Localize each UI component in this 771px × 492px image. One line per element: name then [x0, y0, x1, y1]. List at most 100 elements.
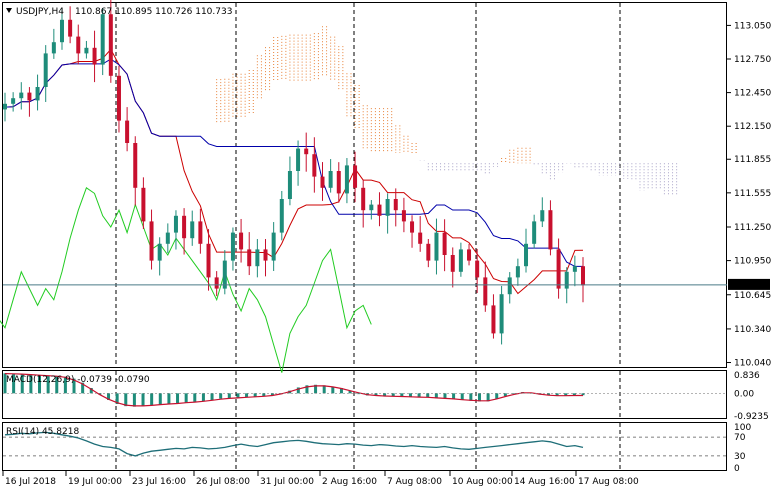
macd-bar: [400, 393, 404, 397]
candle-body: [564, 271, 569, 289]
macd-bar: [245, 393, 249, 398]
macd-bar: [348, 390, 352, 394]
candle-body: [483, 277, 488, 306]
price-tick-label: 111.250: [734, 223, 771, 233]
collapse-triangle-icon[interactable]: [6, 8, 12, 13]
candle-body: [11, 98, 16, 104]
candle-body: [255, 249, 260, 267]
rsi-label: RSI(14) 45.8218: [6, 427, 79, 437]
time-tick-label: 7 Aug 08:00: [387, 477, 442, 487]
macd-bar: [236, 393, 240, 398]
macd-bar: [124, 393, 128, 407]
time-tick-label: 26 Jul 08:00: [196, 477, 250, 487]
ichimoku-cloud: [216, 26, 678, 196]
candle-body: [442, 232, 447, 255]
macd-bar: [107, 393, 111, 401]
rsi-tick-label: 100: [734, 423, 751, 433]
macd-bar: [210, 393, 214, 401]
macd-bar: [219, 393, 223, 399]
candle-body: [125, 120, 130, 143]
macd-bar: [417, 393, 421, 398]
rsi-pane-frame: [2, 422, 727, 471]
macd-bar: [339, 387, 343, 394]
rsi-line: [4, 431, 584, 457]
macd-bar: [262, 393, 266, 397]
candle-body: [434, 232, 439, 261]
candle-body: [3, 103, 7, 110]
candle-body: [467, 249, 472, 261]
macd-bar: [55, 376, 59, 394]
candle-body: [157, 243, 162, 261]
macd-bar: [29, 374, 33, 394]
candle-body: [263, 249, 268, 261]
rsi-tick-label: 70: [734, 433, 746, 443]
candle-body: [548, 210, 553, 250]
candle-body: [385, 199, 390, 216]
candle-body: [43, 53, 48, 87]
price-tick-label: 112.150: [734, 122, 771, 132]
candle-body: [27, 92, 32, 101]
time-tick-label: 19 Jul 00:00: [68, 477, 122, 487]
candle-body: [141, 187, 146, 222]
macd-bar: [383, 393, 387, 397]
candle-body: [515, 266, 520, 278]
macd-pane-frame: [2, 370, 727, 419]
macd-bar: [296, 387, 300, 394]
time-axis: 16 Jul 2018 19 Jul 00:00 23 Jul 16:00 26 Ju…: [2, 471, 639, 487]
macd-bar: [150, 393, 154, 406]
macd-bar: [270, 393, 274, 396]
macd-bar: [426, 393, 430, 398]
macd-bar: [38, 375, 42, 394]
candle-body: [344, 165, 349, 194]
rsi-tick-label: 30: [734, 452, 746, 462]
candle-body: [410, 221, 415, 233]
candle-body: [59, 19, 64, 43]
macd-bar: [322, 385, 326, 394]
time-tick-label: 17 Aug 08:00: [578, 477, 639, 487]
candle-body: [247, 249, 252, 267]
candle-body: [304, 148, 309, 155]
candle-body: [230, 232, 235, 261]
current-price-label: 110.733: [732, 281, 769, 291]
macd-bar: [158, 393, 162, 405]
candle-body: [393, 199, 398, 211]
candle-body: [206, 243, 211, 278]
candle-body: [214, 277, 219, 289]
candle-body: [296, 148, 301, 171]
candle-body: [190, 221, 195, 239]
macd-bar: [314, 384, 318, 394]
macd-bar: [460, 393, 464, 401]
macd-bar: [305, 385, 309, 394]
candle-body: [312, 154, 317, 177]
candle-body: [108, 14, 113, 76]
macd-bar: [434, 393, 438, 399]
candle-body: [35, 87, 40, 101]
macd-signal-line: [4, 373, 583, 407]
candle-body: [173, 215, 178, 233]
candle-body: [507, 277, 512, 295]
candle-body: [361, 187, 366, 211]
price-tick-label: 110.040: [734, 359, 771, 369]
candle-body: [182, 215, 187, 239]
macd-tick-label: -0.9235: [734, 412, 769, 422]
candle-body: [287, 171, 292, 199]
rsi-tick-label: 0: [734, 464, 740, 474]
symbol-label: USDJPY,H4: [16, 7, 64, 17]
ohlc-label: 110.867 110.895 110.726 110.733: [75, 7, 232, 17]
price-tick-label: 110.645: [734, 291, 771, 301]
candle-body: [165, 232, 170, 244]
candle-body: [475, 260, 480, 278]
candle-body: [491, 305, 496, 334]
candle-body: [532, 221, 537, 244]
macd-pane: 0.836 0.00 -0.9235: [3, 371, 769, 422]
macd-bar: [503, 393, 507, 397]
candle-body: [450, 255, 455, 272]
macd-bar: [12, 373, 16, 394]
candle-body: [418, 232, 423, 244]
price-axis: 113.050 112.750 112.450 112.150 111.855 111.5…: [727, 21, 771, 369]
macd-bar: [581, 393, 585, 396]
macd-bar: [72, 378, 76, 394]
